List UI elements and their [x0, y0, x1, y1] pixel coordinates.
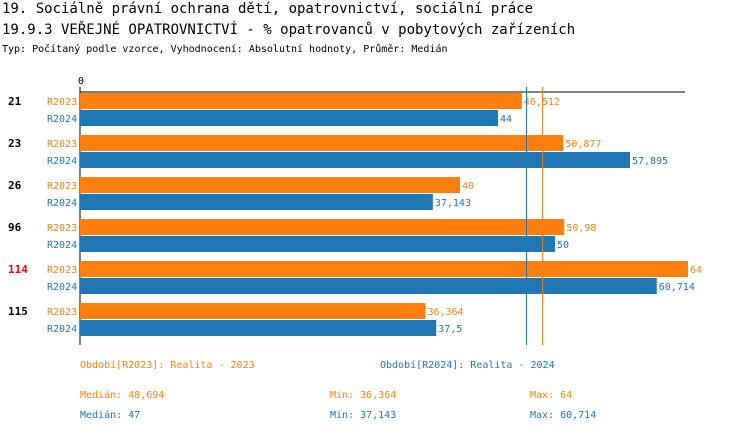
category-label: 114 [8, 263, 28, 276]
chart-title-line2: 19.9.3 VEŘEJNÉ OPATROVNICTVÍ - % opatrov… [2, 22, 576, 38]
bar-chart: 0 21 R2023 46,512 R2024 44 23 R2023 50,877 R2024… [8, 76, 702, 345]
series-label: R2024 [47, 240, 77, 251]
max-2023: Max: 64 [530, 390, 573, 401]
data-label: 36,364 [427, 307, 463, 318]
period-2024-label: Období[R2024]: Realita - 2024 [380, 360, 555, 371]
series-label: R2024 [47, 198, 77, 209]
bar-r2024 [80, 110, 498, 126]
data-label: 40 [462, 181, 474, 192]
category-label: 26 [8, 179, 22, 192]
data-label: 46,512 [524, 97, 560, 108]
data-label: 37,143 [435, 198, 471, 209]
max-2024: Max: 60,714 [530, 410, 597, 421]
bar-r2024 [80, 194, 433, 210]
category-label: 23 [8, 137, 21, 150]
data-label: 57,895 [632, 156, 668, 167]
data-label: 64 [690, 265, 702, 276]
data-label: 50,98 [566, 223, 596, 234]
median-2023: Medián: 48,694 [80, 390, 165, 401]
series-label: R2024 [47, 114, 77, 125]
category-label: 21 [8, 95, 22, 108]
min-2024: Min: 37,143 [330, 410, 397, 421]
bar-r2023 [80, 135, 564, 151]
series-label: R2023 [47, 307, 77, 318]
chart-title-line1: 19. Sociálně právní ochrana dětí, opatro… [2, 1, 534, 17]
series-label: R2023 [47, 181, 77, 192]
data-label: 44 [500, 114, 512, 125]
bar-r2023 [80, 93, 522, 109]
series-label: R2024 [47, 156, 77, 167]
chart-subtitle: Typ: Počítaný podle vzorce, Vyhodnocení:… [2, 44, 448, 55]
bar-r2023 [80, 303, 426, 319]
category-label: 96 [8, 221, 22, 234]
min-2023: Min: 36,364 [330, 390, 397, 401]
series-label: R2023 [47, 223, 77, 234]
series-label: R2024 [47, 324, 77, 335]
series-label: R2023 [47, 139, 77, 150]
bar-r2023 [80, 177, 460, 193]
series-label: R2024 [47, 282, 77, 293]
bar-r2024 [80, 278, 657, 294]
period-2023-label: Období[R2023]: Realita - 2023 [80, 360, 255, 371]
data-label: 60,714 [659, 282, 695, 293]
bar-r2023 [80, 261, 688, 277]
bar-r2024 [80, 152, 631, 168]
series-label: R2023 [47, 265, 77, 276]
bar-r2024 [80, 320, 437, 336]
category-label: 115 [8, 305, 28, 318]
bar-r2024 [80, 236, 555, 252]
data-label: 50,877 [565, 139, 601, 150]
median-2024: Medián: 47 [80, 410, 141, 421]
axis-zero-label: 0 [78, 76, 84, 87]
bar-r2023 [80, 219, 565, 235]
data-label: 37,5 [438, 324, 462, 335]
data-label: 50 [557, 240, 569, 251]
series-label: R2023 [47, 97, 77, 108]
